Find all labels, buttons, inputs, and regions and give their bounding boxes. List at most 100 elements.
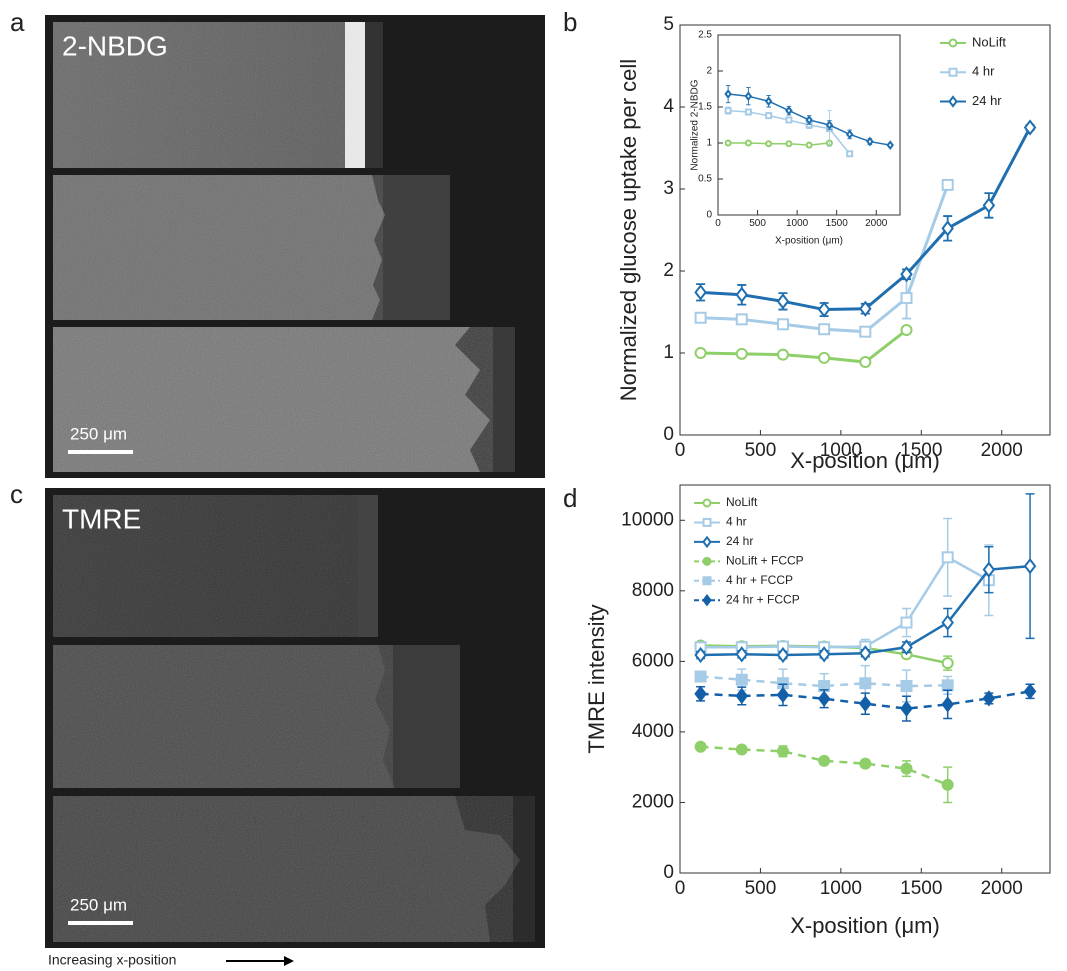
micrograph-texture bbox=[53, 645, 393, 788]
x-tick-label: 1500 bbox=[900, 440, 942, 461]
marker bbox=[724, 139, 732, 147]
x-tick-label: 2000 bbox=[865, 218, 888, 229]
y-tick-label: 3 bbox=[663, 178, 674, 199]
marker bbox=[785, 140, 793, 148]
scale-bar-label: 250 μm bbox=[70, 895, 127, 914]
marker bbox=[941, 679, 954, 692]
y-tick-label: 4000 bbox=[632, 721, 674, 742]
series-line bbox=[700, 328, 908, 364]
marker bbox=[702, 535, 712, 549]
marker bbox=[941, 220, 954, 237]
x-tick-label: 1000 bbox=[820, 878, 862, 899]
legend-label: 4 hr + FCCP bbox=[726, 573, 793, 587]
y-tick-label: 0 bbox=[663, 424, 674, 445]
marker bbox=[900, 639, 913, 656]
marker bbox=[817, 301, 831, 318]
marker bbox=[900, 680, 913, 693]
marker bbox=[982, 561, 996, 578]
chart: 0 500 1000 1500 2000 0 2000 4000 6000 8000 10000 X-… bbox=[584, 484, 1051, 938]
marker bbox=[805, 115, 813, 125]
chart: 0 500 1000 1500 2000 0 0.5 1 1.5 2 2.5 X-position (… bbox=[690, 30, 901, 247]
footer-label: Increasing x-position bbox=[48, 952, 176, 968]
panel-label: a bbox=[10, 7, 25, 37]
y-tick-label: 1 bbox=[663, 342, 674, 363]
y-tick-label: 8000 bbox=[632, 580, 674, 601]
series-line bbox=[700, 555, 990, 649]
marker bbox=[694, 284, 707, 301]
legend: NoLift 4 hr 24 hr NoLift + FCCP 4 hr + FCCP 2… bbox=[694, 495, 804, 607]
marker bbox=[859, 300, 872, 317]
marker bbox=[866, 136, 874, 147]
marker bbox=[765, 112, 773, 120]
marker bbox=[900, 324, 913, 337]
micrograph-texture bbox=[53, 327, 493, 472]
x-tick-label: 2000 bbox=[981, 878, 1023, 899]
y-axis-label: TMRE intensity bbox=[584, 604, 609, 753]
y-tick-label: 0 bbox=[663, 862, 674, 883]
marker bbox=[735, 286, 749, 303]
marker bbox=[1023, 557, 1037, 575]
marker bbox=[735, 673, 748, 686]
marker bbox=[694, 347, 707, 359]
marker bbox=[735, 687, 749, 705]
micrograph-panel: 250 μm 2-NBDG bbox=[45, 15, 545, 478]
marker bbox=[948, 67, 958, 77]
micrograph-texture bbox=[53, 22, 345, 168]
image-label: 2-NBDG bbox=[62, 30, 168, 61]
marker bbox=[846, 150, 854, 158]
y-tick-label: 0.5 bbox=[698, 174, 712, 185]
marker bbox=[694, 685, 707, 702]
y-tick-label: 2 bbox=[663, 260, 674, 281]
x-tick-label: 1000 bbox=[820, 440, 862, 461]
micrograph-edge bbox=[345, 22, 365, 168]
marker bbox=[724, 107, 732, 115]
x-tick-label: 0 bbox=[675, 440, 686, 461]
y-tick-label: 2 bbox=[706, 66, 712, 77]
y-tick-label: 1 bbox=[706, 138, 712, 149]
marker bbox=[817, 646, 831, 663]
y-tick-label: 10000 bbox=[621, 509, 674, 530]
marker bbox=[900, 616, 913, 629]
panel-label: b bbox=[563, 7, 577, 37]
x-tick-label: 500 bbox=[745, 440, 777, 461]
marker bbox=[776, 745, 789, 758]
marker bbox=[694, 646, 707, 664]
y-tick-label: 4 bbox=[663, 96, 674, 117]
marker bbox=[735, 313, 748, 326]
legend: NoLift 4 hr 24 hr bbox=[940, 34, 1006, 108]
marker bbox=[982, 197, 996, 214]
marker bbox=[735, 347, 748, 360]
marker bbox=[702, 517, 712, 527]
marker bbox=[735, 646, 749, 663]
marker bbox=[859, 356, 872, 369]
legend-label: 4 hr bbox=[726, 515, 747, 529]
panel-label: d bbox=[563, 483, 577, 513]
marker bbox=[818, 351, 831, 364]
marker bbox=[744, 91, 753, 102]
legend-label: NoLift + FCCP bbox=[726, 553, 804, 567]
x-tick-label: 500 bbox=[745, 878, 777, 899]
x-axis-label: X-position (μm) bbox=[790, 913, 940, 938]
micrograph-texture bbox=[53, 495, 358, 637]
x-axis-label: X-position (μm) bbox=[775, 236, 843, 247]
arrow-head bbox=[284, 956, 294, 966]
marker bbox=[859, 757, 872, 770]
x-tick-label: 2000 bbox=[981, 440, 1023, 461]
marker bbox=[764, 96, 773, 107]
marker bbox=[694, 311, 707, 324]
marker bbox=[825, 120, 834, 130]
marker bbox=[702, 594, 712, 607]
marker bbox=[776, 646, 790, 664]
marker bbox=[765, 140, 773, 148]
marker bbox=[900, 266, 913, 283]
marker bbox=[948, 38, 958, 48]
marker bbox=[982, 690, 996, 707]
marker bbox=[941, 696, 954, 713]
x-tick-label: 0 bbox=[715, 218, 721, 229]
marker bbox=[702, 498, 712, 508]
image-label: TMRE bbox=[62, 503, 141, 534]
marker bbox=[859, 325, 872, 338]
marker bbox=[941, 657, 954, 670]
marker bbox=[744, 108, 752, 116]
micrograph-edge bbox=[358, 495, 378, 637]
